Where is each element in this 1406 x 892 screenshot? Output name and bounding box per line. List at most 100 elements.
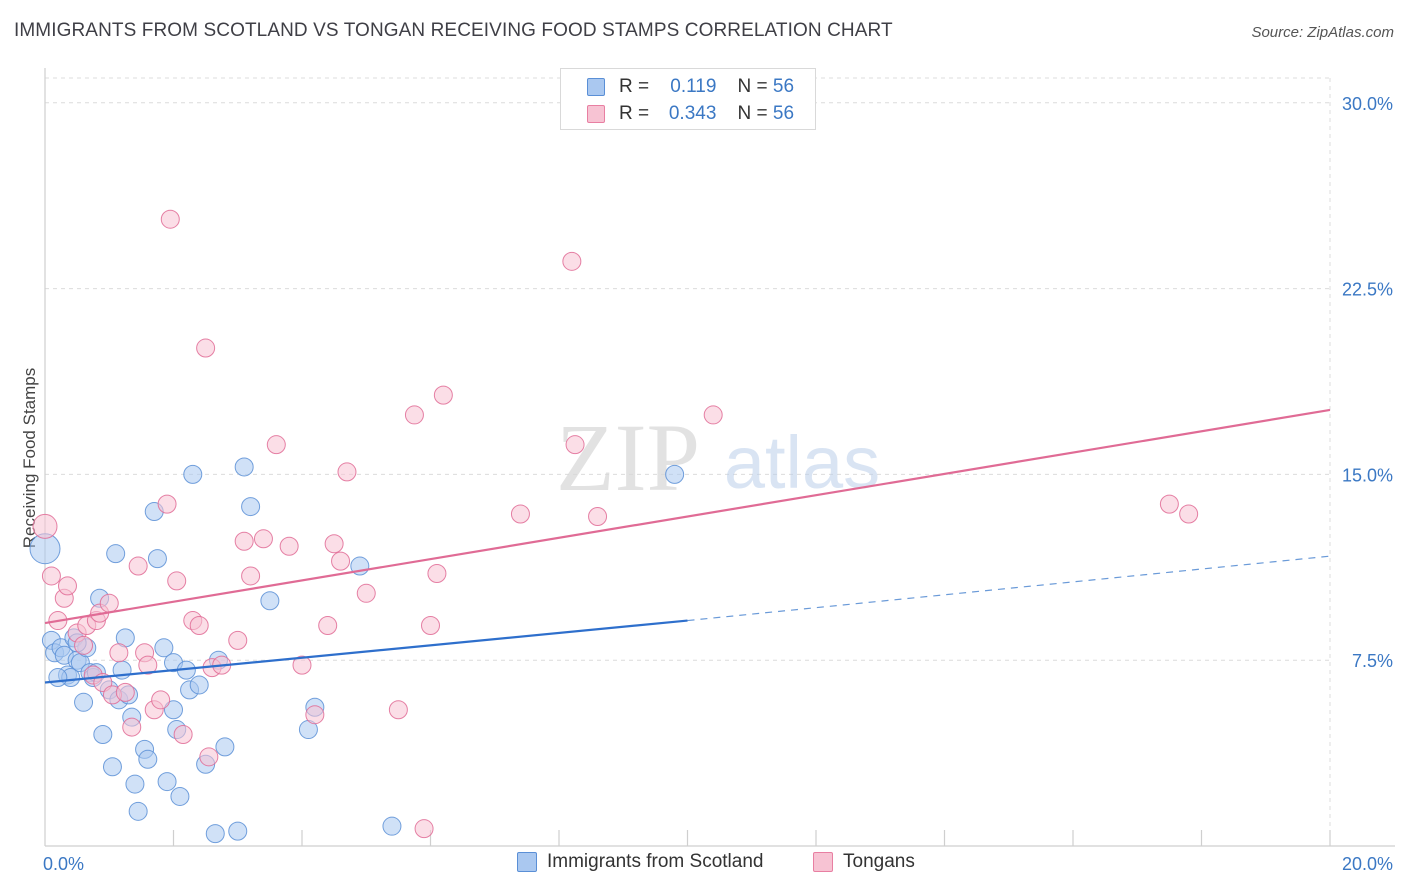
legend-swatch-tongans — [587, 105, 605, 123]
series-legend-tongans[interactable]: Tongans — [813, 851, 915, 873]
tongan-point — [427, 563, 447, 583]
scotland-point — [260, 591, 280, 611]
scotland-point — [154, 638, 174, 658]
tongan-point — [324, 534, 344, 554]
trend-lines — [44, 408, 1331, 684]
tongan-point — [356, 583, 376, 603]
watermark: ZIP atlas — [556, 404, 880, 511]
legend-n-label: N = — [737, 103, 768, 124]
tongan-point — [189, 616, 209, 636]
scotland-point — [215, 737, 235, 757]
tongan-point — [433, 385, 453, 405]
tongan-point — [122, 717, 142, 737]
tongan-point — [414, 819, 434, 839]
legend-row-scotland: R = 0.119 N = 56 — [587, 74, 794, 100]
tongan-point — [1179, 504, 1199, 524]
legend-r-value: 0.343 — [668, 103, 717, 124]
tongan-point — [151, 690, 171, 710]
watermark-zip: ZIP — [556, 404, 700, 511]
legend-r-label: R = — [619, 103, 650, 124]
scotland-point — [189, 675, 209, 695]
scotland-point — [147, 549, 167, 569]
tongan-point — [588, 507, 608, 527]
watermark-atlas: atlas — [724, 421, 880, 504]
y-tick-label: 15.0% — [1342, 465, 1393, 485]
correlation-legend: R = 0.119 N = 56 R = 0.343 N = 56 — [560, 68, 816, 130]
tongan-point — [128, 556, 148, 576]
data-points — [29, 209, 1199, 844]
scotland-point — [382, 816, 402, 836]
y-tick-label: 7.5% — [1352, 651, 1393, 671]
scotland-point — [102, 757, 122, 777]
legend-n-value: 56 — [772, 76, 795, 97]
tongan-point — [305, 705, 325, 725]
tongan-point — [318, 616, 338, 636]
axes — [44, 68, 1395, 847]
tongan-point — [41, 566, 61, 586]
scotland-point — [234, 457, 254, 477]
tongan-point — [199, 747, 219, 767]
tongan-point — [703, 405, 723, 425]
tongan-point — [279, 536, 299, 556]
series-swatch-tongans — [813, 852, 833, 872]
legend-swatch-scotland — [587, 78, 605, 96]
tongan-point — [115, 682, 135, 702]
series-legend: Immigrants from Scotland Tongans — [0, 851, 1406, 877]
tongan-point — [404, 405, 424, 425]
tongan-point — [510, 504, 530, 524]
source-credit: Source: ZipAtlas.com — [1251, 24, 1394, 41]
scotland-trend-line — [44, 619, 688, 684]
scotland-point — [228, 821, 248, 841]
y-tick-label: 22.5% — [1342, 280, 1393, 300]
tongan-point — [74, 635, 94, 655]
scotland-point — [48, 668, 68, 688]
tongan-point — [138, 655, 158, 675]
scotland-point — [665, 464, 685, 484]
tongan-point — [266, 435, 286, 455]
tongan-point — [337, 462, 357, 482]
series-legend-scotland[interactable]: Immigrants from Scotland — [517, 851, 763, 873]
scotland-point — [157, 772, 177, 792]
legend-n-value: 56 — [772, 103, 795, 124]
tongan-point — [173, 725, 193, 745]
tongan-point — [253, 529, 273, 549]
tongan-point — [421, 616, 440, 636]
scotland-point — [164, 700, 183, 720]
scotland-trend-extension — [687, 555, 1331, 622]
tongan-point — [32, 513, 58, 539]
tongan-point — [565, 435, 585, 455]
tick-labels: 7.5% 15.0% 22.5% 30.0% 0.0% 20.0% — [43, 94, 1393, 874]
tongan-point — [196, 338, 216, 358]
scotland-point — [125, 774, 145, 794]
y-tick-label: 30.0% — [1342, 94, 1393, 114]
scotland-point — [183, 464, 203, 484]
tongan-point — [1159, 494, 1179, 514]
scotland-point — [205, 824, 225, 844]
scotland-point — [128, 801, 148, 821]
tongan-point — [167, 571, 187, 591]
tongan-point — [388, 700, 408, 720]
series-label-tongans: Tongans — [843, 851, 915, 872]
legend-row-tongans: R = 0.343 N = 56 — [587, 101, 794, 127]
tongan-point — [109, 643, 129, 663]
tongan-point — [99, 593, 119, 613]
tongan-point — [57, 576, 77, 596]
tongan-point — [234, 531, 254, 551]
tongan-point — [331, 551, 351, 571]
tongan-point — [157, 494, 177, 514]
series-label-scotland: Immigrants from Scotland — [547, 851, 764, 872]
x-tick-label: 20.0% — [1342, 854, 1393, 874]
scotland-point — [170, 786, 190, 806]
tongan-point — [228, 630, 248, 650]
tongan-point — [160, 209, 180, 229]
scotland-point — [138, 749, 158, 769]
chart-title: IMMIGRANTS FROM SCOTLAND VS TONGAN RECEI… — [14, 20, 893, 41]
x-tick-label: 0.0% — [43, 854, 84, 874]
legend-r-label: R = — [619, 76, 650, 97]
tongan-point — [562, 251, 582, 271]
scotland-point — [106, 544, 126, 564]
tongan-trend-line — [44, 408, 1331, 625]
legend-n-label: N = — [737, 76, 768, 97]
tongan-point — [292, 655, 312, 675]
